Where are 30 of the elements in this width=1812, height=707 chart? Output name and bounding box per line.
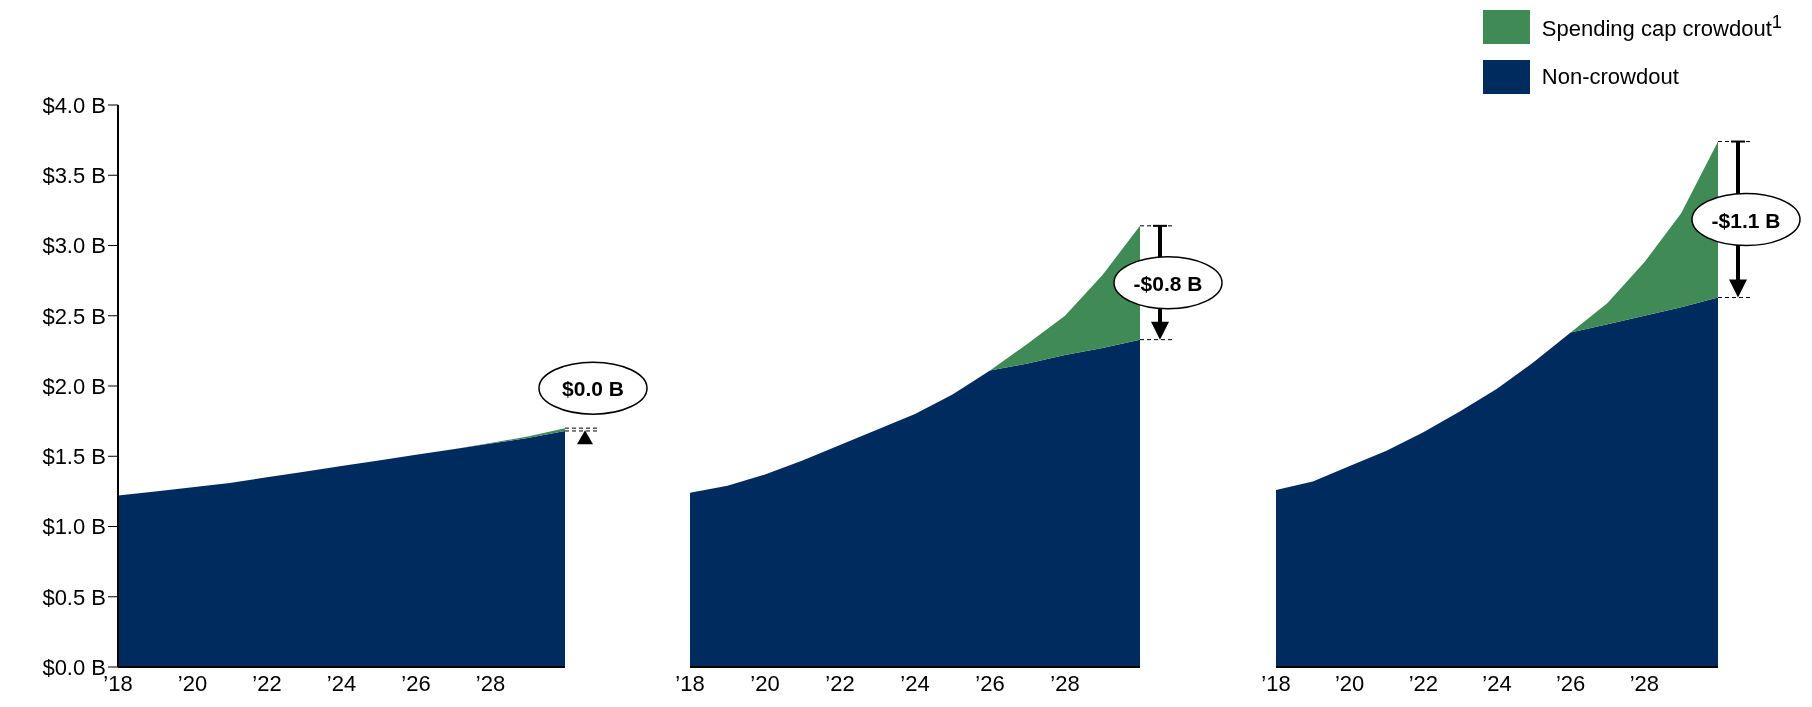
x-tick-label: ’26	[1555, 670, 1586, 696]
x-tick-label: ’24	[900, 670, 930, 696]
y-tick-label: $3.0 B	[42, 233, 106, 259]
annotation: -$0.8 B	[1133, 271, 1203, 295]
x-tick-label: ’22	[252, 670, 282, 696]
legend-label: Spending cap crowdout$^{1}$	[1541, 11, 1782, 43]
x-tick-label: ’20	[177, 670, 208, 696]
y-tick-label: $4.0 B	[42, 92, 106, 118]
x-tick-label: ’20	[750, 670, 780, 696]
annotation: -$1.1 B	[1711, 208, 1781, 232]
annotation: $0.0 B	[562, 377, 624, 401]
y-tick-label: $1.0 B	[42, 514, 106, 540]
x-tick-label: ’24	[1482, 670, 1512, 696]
y-tick-label: $3.5 B	[42, 163, 106, 189]
x-tick-label: ’28	[1050, 670, 1080, 696]
x-tick-label: ’22	[825, 670, 855, 696]
y-tick-label: $2.0 B	[42, 373, 106, 399]
x-tick-label: ’26	[401, 670, 431, 696]
x-tick-label: ’20	[1334, 670, 1365, 696]
x-tick-label: ’18	[1261, 670, 1291, 696]
y-tick-label: $0.5 B	[42, 584, 106, 610]
x-tick-label: ’18	[675, 670, 705, 696]
x-tick-label: ’28	[1629, 670, 1660, 696]
x-tick-label: ’28	[475, 670, 506, 696]
x-tick-label: ’22	[1408, 670, 1439, 696]
x-tick-label: ’24	[326, 670, 357, 696]
y-tick-label: $1.5 B	[42, 444, 106, 470]
legend-label: Non-crowdout	[1541, 64, 1679, 90]
y-tick-label: $2.5 B	[42, 303, 106, 329]
x-tick-label: ’26	[975, 670, 1005, 696]
